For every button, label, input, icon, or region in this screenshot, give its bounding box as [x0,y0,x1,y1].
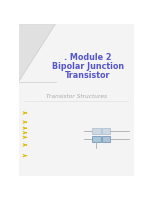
Polygon shape [19,24,56,82]
Text: Transistor: Transistor [65,71,111,80]
FancyBboxPatch shape [19,24,134,176]
FancyBboxPatch shape [101,128,110,134]
Text: Bipolar Junction: Bipolar Junction [52,62,124,71]
FancyBboxPatch shape [92,136,101,142]
FancyBboxPatch shape [101,136,110,142]
Text: . Module 2: . Module 2 [64,53,112,62]
Text: Transistor Structures: Transistor Structures [46,94,107,99]
FancyBboxPatch shape [92,128,101,134]
